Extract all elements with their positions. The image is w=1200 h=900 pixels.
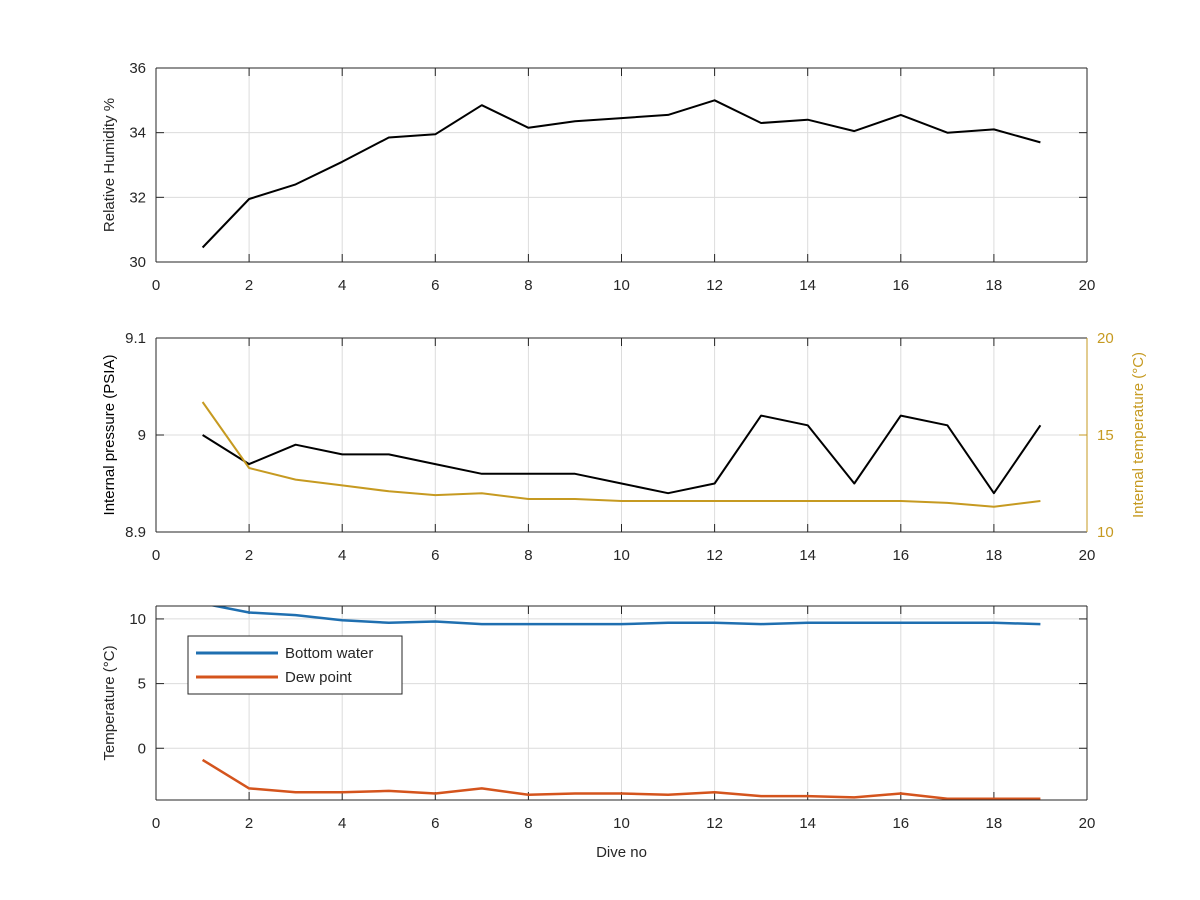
x-tick-label: 4	[338, 815, 346, 832]
x-tick-label: 8	[524, 277, 532, 294]
x-tick-label: 14	[799, 547, 816, 564]
series-line-1	[201, 99, 1041, 249]
x-tick-label: 6	[431, 547, 439, 564]
x-tick-label: 6	[431, 277, 439, 294]
x-tick-label: 12	[706, 547, 723, 564]
y-tick-label: 5	[138, 676, 146, 693]
x-tick-label: 14	[799, 815, 816, 832]
legend-label-2: Dew point	[285, 669, 353, 686]
y-axis-label: Internal pressure (PSIA)	[101, 355, 118, 516]
series-line-1	[209, 606, 1041, 626]
x-tick-label: 6	[431, 815, 439, 832]
y-tick-label: 36	[129, 60, 146, 77]
subplot-2: 0 2 4 6 8 10 12 14 16 18 20 8.9 9 9.1 10 15 20 Internal p…	[101, 330, 1147, 564]
x-tick-label: 8	[524, 547, 532, 564]
subplot-3: 0 2 4 6 8 10 12 14 16 18 20 0 5 10 Temperature (°C) Div…	[101, 605, 1096, 861]
x-tick-label: 20	[1079, 815, 1096, 832]
x-tick-label: 20	[1079, 277, 1096, 294]
x-tick-label: 2	[245, 277, 253, 294]
y-tick-label: 8.9	[125, 524, 146, 541]
y-tick-label: 9.1	[125, 330, 146, 347]
x-tick-label: 10	[613, 277, 630, 294]
y-tick-label: 34	[129, 125, 146, 142]
subplot-1: 0 2 4 6 8 10 12 14 16 18 20 30 32 34 36 Relative Humidi…	[101, 60, 1095, 294]
y-right-tick-label: 20	[1097, 330, 1114, 347]
x-tick-label: 4	[338, 277, 346, 294]
x-tick-label: 12	[706, 815, 723, 832]
series-line-2	[201, 401, 1041, 508]
legend-box	[187, 635, 403, 695]
y-right-tick-label: 10	[1097, 524, 1114, 541]
x-tick-label: 18	[986, 815, 1003, 832]
x-tick-label: 10	[613, 815, 630, 832]
x-tick-label: 16	[892, 815, 909, 832]
x-tick-label: 2	[245, 547, 253, 564]
x-tick-label: 18	[986, 277, 1003, 294]
y-tick-label: 9	[138, 427, 146, 444]
x-tick-label: 0	[152, 277, 160, 294]
y-tick-label: 0	[138, 740, 146, 757]
x-tick-label: 16	[892, 547, 909, 564]
x-tick-label: 12	[706, 277, 723, 294]
y-axis-label: Temperature (°C)	[101, 645, 118, 760]
x-tick-label: 0	[152, 815, 160, 832]
series-line-2	[201, 758, 1041, 800]
y-axis-label-right: Internal temperature (°C)	[1130, 352, 1147, 518]
x-tick-label: 8	[524, 815, 532, 832]
x-tick-label: 16	[892, 277, 909, 294]
x-tick-label: 2	[245, 815, 253, 832]
y-tick-label: 32	[129, 189, 146, 206]
legend-label-1: Bottom water	[285, 645, 373, 662]
x-tick-label: 10	[613, 547, 630, 564]
x-tick-label: 0	[152, 547, 160, 564]
legend: Bottom water Dew point	[187, 635, 403, 695]
y-tick-label: 10	[129, 611, 146, 628]
x-tick-label: 14	[799, 277, 816, 294]
y-axis-label: Relative Humidity %	[101, 98, 118, 232]
y-right-tick-label: 15	[1097, 427, 1114, 444]
x-tick-label: 4	[338, 547, 346, 564]
x-tick-label: 18	[986, 547, 1003, 564]
series-line-1	[202, 414, 1042, 495]
x-axis-label: Dive no	[596, 844, 647, 861]
y-tick-label: 30	[129, 254, 146, 271]
x-tick-label: 20	[1079, 547, 1096, 564]
